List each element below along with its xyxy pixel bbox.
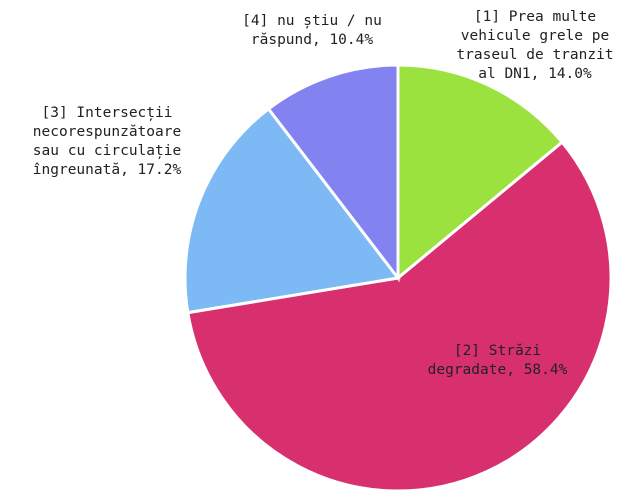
value-label: 58.4%: [523, 362, 568, 378]
pie-slice: [396, 63, 565, 282]
category-label: [2] Străzi degradate,: [427, 343, 542, 378]
value-label: 10.4%: [329, 32, 374, 48]
pie-slice: [183, 106, 401, 315]
slice-label: [4] nu știu / nu răspund, 10.4%: [232, 12, 392, 50]
value-label: 17.2%: [137, 162, 182, 178]
value-label: 14.0%: [548, 66, 592, 82]
slice-label: [3] Intersecții necorespunzătoare sau cu…: [22, 104, 192, 180]
category-label: [4] nu știu / nu răspund,: [242, 13, 382, 48]
pie-slice: [266, 63, 400, 283]
category-label: [3] Intersecții necorespunzătoare sau cu…: [32, 105, 182, 178]
slice-label: [1] Prea multe vehicule grele pe traseul…: [445, 8, 625, 84]
slice-label: [2] Străzi degradate, 58.4%: [420, 342, 575, 380]
category-label: [1] Prea multe vehicule grele pe traseul…: [456, 9, 614, 82]
pie-slice: [186, 140, 613, 493]
